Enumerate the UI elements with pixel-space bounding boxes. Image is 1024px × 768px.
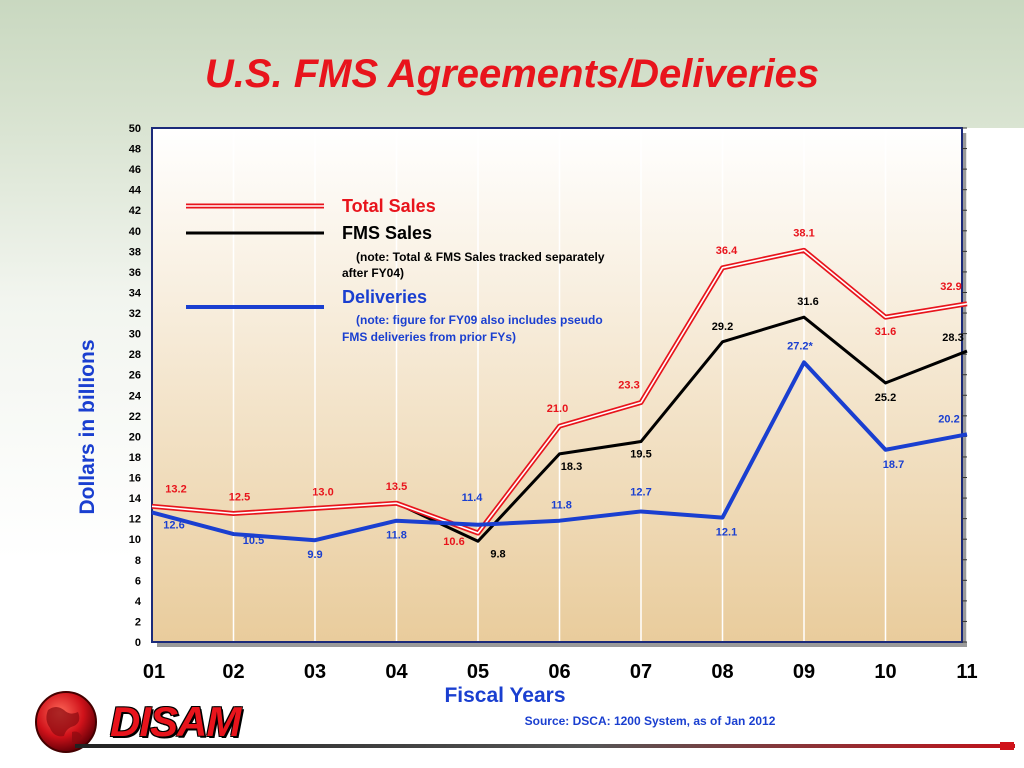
y-tick-label: 12 bbox=[129, 514, 141, 526]
x-tick-label: 04 bbox=[385, 661, 408, 683]
data-label-fms-sales: 31.6 bbox=[797, 296, 818, 308]
y-tick-label: 22 bbox=[129, 411, 141, 423]
y-tick-label: 46 bbox=[129, 164, 141, 176]
legend-label-fms-sales: FMS Sales bbox=[342, 223, 432, 243]
y-tick-label: 4 bbox=[135, 596, 142, 608]
legend-note-fms-sales: (note: Total & FMS Sales tracked separat… bbox=[342, 250, 605, 280]
y-tick-label: 2 bbox=[135, 616, 141, 628]
x-tick-label: 08 bbox=[711, 661, 733, 683]
y-tick-label: 0 bbox=[135, 637, 141, 649]
x-tick-label: 07 bbox=[630, 661, 652, 683]
data-label-total-sales: 10.6 bbox=[443, 536, 464, 548]
data-label-fms-sales: 19.5 bbox=[630, 449, 651, 461]
y-tick-label: 30 bbox=[129, 329, 141, 341]
x-tick-label: 01 bbox=[143, 661, 165, 683]
data-label-deliveries: 10.5 bbox=[243, 535, 264, 547]
x-tick-label: 02 bbox=[222, 661, 244, 683]
data-label-deliveries: 20.2 bbox=[938, 413, 959, 425]
y-tick-label: 18 bbox=[129, 452, 141, 464]
source-note: Source: DSCA: 1200 System, as of Jan 201… bbox=[524, 714, 776, 728]
y-tick-label: 44 bbox=[129, 185, 142, 197]
x-tick-label: 05 bbox=[467, 661, 489, 683]
data-label-total-sales: 31.6 bbox=[875, 326, 896, 338]
data-label-deliveries: 9.9 bbox=[307, 549, 322, 561]
data-label-deliveries: 12.1 bbox=[716, 527, 737, 539]
data-label-deliveries: 11.8 bbox=[386, 530, 407, 542]
x-tick-label: 06 bbox=[548, 661, 570, 683]
disam-logo: DISAM bbox=[28, 686, 264, 756]
slide-right-panel bbox=[962, 128, 1024, 740]
y-tick-label: 14 bbox=[129, 493, 142, 505]
x-tick-label: 03 bbox=[304, 661, 326, 683]
x-tick-label: 09 bbox=[793, 661, 815, 683]
slide-title: U.S. FMS Agreements/Deliveries bbox=[204, 52, 820, 96]
y-tick-label: 6 bbox=[135, 575, 141, 587]
y-tick-label: 34 bbox=[129, 287, 142, 299]
y-tick-label: 50 bbox=[129, 123, 141, 135]
globe-icon bbox=[35, 691, 97, 753]
data-label-total-sales: 23.3 bbox=[618, 379, 639, 391]
data-label-total-sales: 38.1 bbox=[793, 227, 814, 239]
y-tick-label: 24 bbox=[129, 390, 142, 402]
data-label-deliveries: 18.7 bbox=[883, 459, 904, 471]
y-tick-label: 36 bbox=[129, 267, 141, 279]
y-tick-label: 32 bbox=[129, 308, 141, 320]
data-label-deliveries: 11.4 bbox=[462, 492, 484, 504]
y-tick-label: 48 bbox=[129, 144, 141, 156]
data-label-total-sales: 32.9 bbox=[940, 281, 961, 293]
y-tick-label: 28 bbox=[129, 349, 141, 361]
data-label-deliveries: 27.2* bbox=[787, 340, 813, 352]
data-label-fms-sales: 18.3 bbox=[561, 461, 582, 473]
data-label-deliveries: 12.6 bbox=[163, 519, 184, 531]
data-label-total-sales: 13.5 bbox=[386, 481, 407, 493]
data-label-fms-sales: 25.2 bbox=[875, 392, 896, 404]
x-tick-label: 11 bbox=[956, 661, 977, 683]
y-tick-label: 8 bbox=[135, 555, 141, 567]
data-label-total-sales: 21.0 bbox=[547, 403, 568, 415]
y-tick-label: 42 bbox=[129, 205, 141, 217]
data-label-total-sales: 13.2 bbox=[165, 483, 186, 495]
data-label-total-sales: 12.5 bbox=[229, 492, 250, 504]
x-axis-title: Fiscal Years bbox=[444, 684, 566, 707]
y-tick-label: 40 bbox=[129, 226, 141, 238]
legend-label-total-sales: Total Sales bbox=[342, 196, 436, 216]
x-tick-label: 10 bbox=[874, 661, 896, 683]
legend-note-fms-sales-line: (note: Total & FMS Sales tracked separat… bbox=[356, 250, 605, 264]
legend-note-deliveries: (note: figure for FY09 also includes pse… bbox=[342, 313, 603, 344]
y-tick-label: 16 bbox=[129, 473, 141, 485]
y-tick-label: 26 bbox=[129, 370, 141, 382]
legend-label-deliveries: Deliveries bbox=[342, 287, 427, 307]
data-label-deliveries: 11.8 bbox=[551, 500, 572, 512]
data-label-total-sales: 13.0 bbox=[312, 486, 333, 498]
data-label-deliveries: 12.7 bbox=[630, 486, 651, 498]
legend-note-fms-sales-line: after FY04) bbox=[342, 266, 404, 280]
line-deliveries bbox=[151, 360, 968, 543]
plot-border bbox=[151, 127, 963, 643]
y-axis-title: Dollars in billions bbox=[76, 339, 99, 515]
data-label-total-sales: 36.4 bbox=[716, 245, 738, 257]
line-total-sales-inner bbox=[151, 249, 968, 534]
data-label-fms-sales: 9.8 bbox=[490, 548, 505, 560]
logo-text: DISAM bbox=[110, 698, 241, 745]
legend-note-deliveries-line: (note: figure for FY09 also includes pse… bbox=[356, 313, 603, 327]
data-label-fms-sales: 28.3 bbox=[942, 332, 963, 344]
y-tick-label: 10 bbox=[129, 534, 141, 546]
legend-note-deliveries-line: FMS deliveries from prior FYs) bbox=[342, 330, 516, 344]
y-tick-label: 20 bbox=[129, 431, 141, 443]
y-tick-label: 38 bbox=[129, 246, 141, 258]
footer-accent bbox=[1000, 742, 1014, 750]
footer-rule bbox=[75, 744, 1015, 748]
data-label-fms-sales: 29.2 bbox=[712, 321, 733, 333]
